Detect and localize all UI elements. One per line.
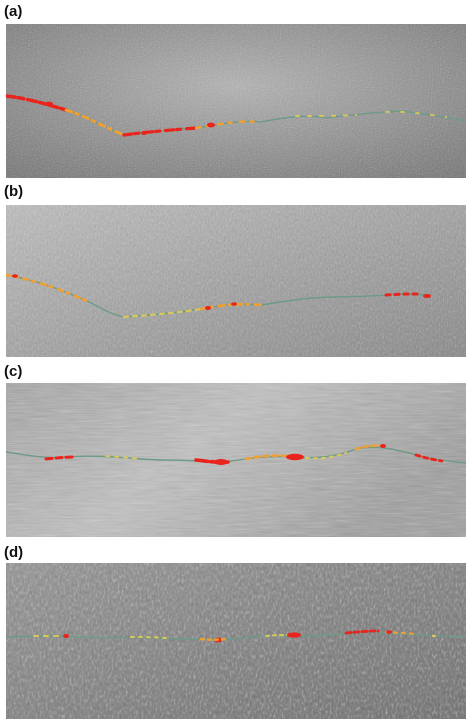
crack-path-c xyxy=(6,444,466,465)
crack-path-d xyxy=(6,629,466,643)
panel-label-d: (d) xyxy=(4,544,24,561)
panel-label-b: (b) xyxy=(4,183,24,200)
crack-path-a xyxy=(6,94,466,137)
crack-path-b xyxy=(6,273,431,319)
panel-b-image xyxy=(6,205,466,357)
panel-d-image xyxy=(6,563,466,719)
specimen-surface-d xyxy=(6,563,466,719)
panel-label-a: (a) xyxy=(4,3,23,20)
panel-c-image xyxy=(6,383,466,537)
panel-a-image xyxy=(6,24,466,178)
specimen-surface-b xyxy=(6,205,466,357)
panel-label-c: (c) xyxy=(4,363,23,380)
specimen-surface-a xyxy=(6,24,466,178)
